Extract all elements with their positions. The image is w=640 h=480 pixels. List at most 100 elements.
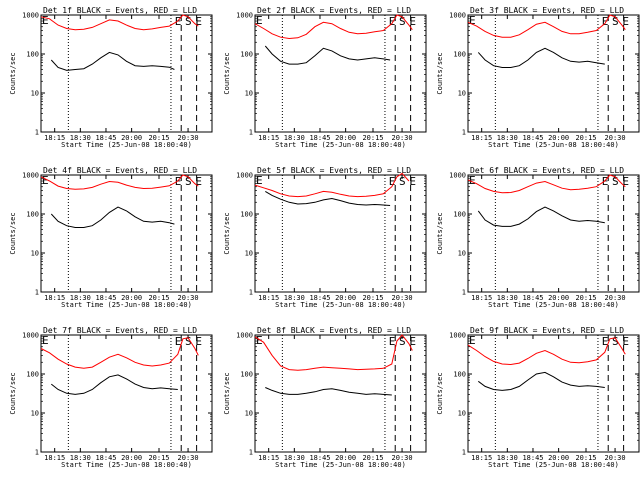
plot-frame xyxy=(40,14,213,133)
panel-title: Det 6f BLACK = Events, RED = LLD xyxy=(470,166,624,175)
x-tick-label: 20:00 xyxy=(335,454,356,462)
marker-label: E xyxy=(602,175,609,188)
marker-label: E xyxy=(195,175,202,188)
panel-8: Det 8f BLACK = Events, RED = LLD 1 10 100 10… xyxy=(223,326,427,469)
plot-frame xyxy=(467,14,640,133)
panel-title: Det 2f BLACK = Events, RED = LLD xyxy=(257,6,411,15)
panel-9: Det 9f BLACK = Events, RED = LLD 1 10 100 10… xyxy=(436,326,640,469)
y-tick-label: 1 xyxy=(462,449,466,457)
marker-label-left: E xyxy=(469,174,476,187)
y-tick-label: 10 xyxy=(458,90,466,98)
x-tick-label: 18:15 xyxy=(44,294,65,302)
x-tick-label: 20:00 xyxy=(335,134,356,142)
lld-series-line xyxy=(467,174,626,194)
x-tick-label: 20:30 xyxy=(178,294,199,302)
x-tick-label: 20:30 xyxy=(392,454,413,462)
events-series-line xyxy=(264,45,391,65)
x-axis-label: Start Time (25-Jun-08 18:00:40) xyxy=(275,141,406,149)
x-tick-label: 18:15 xyxy=(471,454,492,462)
marker-label: E xyxy=(622,335,629,348)
marker-label: E xyxy=(175,175,182,188)
panel-title: Det 4f BLACK = Events, RED = LLD xyxy=(43,166,197,175)
panel-5: Det 5f BLACK = Events, RED = LLD 1 10 100 10… xyxy=(223,166,427,309)
x-tick-label: 20:30 xyxy=(605,454,626,462)
y-tick-label: 1000 xyxy=(449,332,466,340)
x-tick-label: 18:30 xyxy=(70,454,91,462)
x-tick-label: 18:45 xyxy=(309,454,330,462)
marker-label: E xyxy=(622,15,629,28)
x-tick-label: 18:30 xyxy=(497,454,518,462)
marker-label: S xyxy=(612,335,619,348)
y-tick-label: 1 xyxy=(35,129,39,137)
x-tick-label: 18:15 xyxy=(258,294,279,302)
marker-label: E xyxy=(602,335,609,348)
plot-frame xyxy=(40,334,213,453)
y-tick-label: 100 xyxy=(26,371,39,379)
events-series-line xyxy=(477,47,605,68)
panel-7: Det 7f BLACK = Events, RED = LLD 1 10 100 10… xyxy=(9,326,213,469)
marker-label-left: E xyxy=(469,334,476,347)
panel-2: Det 2f BLACK = Events, RED = LLD 1 10 100 10… xyxy=(223,6,427,149)
x-tick-label: 18:45 xyxy=(95,454,116,462)
y-tick-label: 10 xyxy=(458,250,466,258)
y-tick-label: 10 xyxy=(245,250,253,258)
lld-series-line xyxy=(254,14,413,40)
panel-3: Det 3f BLACK = Events, RED = LLD 1 10 100 10… xyxy=(436,6,640,149)
x-tick-label: 18:30 xyxy=(70,294,91,302)
events-series-line xyxy=(265,387,392,396)
marker-label: S xyxy=(612,175,619,188)
x-tick-label: 20:00 xyxy=(121,134,142,142)
x-axis-label: Start Time (25-Jun-08 18:00:40) xyxy=(61,461,192,469)
y-axis-label: Counts/sec xyxy=(436,212,444,254)
marker-label: E xyxy=(389,335,396,348)
y-axis-label: Counts/sec xyxy=(9,372,17,414)
y-tick-label: 10 xyxy=(458,410,466,418)
marker-label: E xyxy=(602,15,609,28)
x-axis-label: Start Time (25-Jun-08 18:00:40) xyxy=(488,461,619,469)
x-tick-label: 18:45 xyxy=(522,294,543,302)
lld-series-line xyxy=(40,337,199,369)
y-tick-label: 1000 xyxy=(22,12,39,20)
y-tick-label: 100 xyxy=(453,371,466,379)
y-tick-label: 1000 xyxy=(449,172,466,180)
x-tick-label: 20:30 xyxy=(392,294,413,302)
y-tick-label: 1 xyxy=(249,289,253,297)
x-tick-label: 18:15 xyxy=(44,454,65,462)
y-axis-label: Counts/sec xyxy=(223,372,231,414)
x-tick-label: 18:30 xyxy=(284,294,305,302)
x-axis-label: Start Time (25-Jun-08 18:00:40) xyxy=(488,141,619,149)
marker-label: E xyxy=(195,15,202,28)
marker-label: S xyxy=(612,15,619,28)
x-tick-label: 20:15 xyxy=(362,294,383,302)
x-tick-label: 18:15 xyxy=(471,134,492,142)
x-tick-label: 20:30 xyxy=(178,454,199,462)
x-tick-label: 20:00 xyxy=(335,294,356,302)
x-tick-label: 20:15 xyxy=(148,134,169,142)
panel-1: Det 1f BLACK = Events, RED = LLD 1 10 100 10… xyxy=(9,6,213,149)
y-tick-label: 1000 xyxy=(236,172,253,180)
x-axis-label: Start Time (25-Jun-08 18:00:40) xyxy=(275,461,406,469)
y-tick-label: 1 xyxy=(462,129,466,137)
x-tick-label: 20:30 xyxy=(605,294,626,302)
marker-label: E xyxy=(389,175,396,188)
y-tick-label: 1 xyxy=(35,289,39,297)
x-tick-label: 18:30 xyxy=(284,454,305,462)
x-tick-label: 20:00 xyxy=(548,454,569,462)
events-series-line xyxy=(265,190,391,206)
x-tick-label: 20:30 xyxy=(605,134,626,142)
events-series-line xyxy=(477,371,605,391)
y-tick-label: 1000 xyxy=(449,12,466,20)
y-tick-label: 100 xyxy=(240,211,253,219)
marker-label: E xyxy=(389,15,396,28)
events-series-line xyxy=(50,206,175,228)
x-tick-label: 20:15 xyxy=(362,134,383,142)
y-tick-label: 1000 xyxy=(236,332,253,340)
lld-series-line xyxy=(40,174,199,190)
marker-label: E xyxy=(175,335,182,348)
x-tick-label: 18:15 xyxy=(471,294,492,302)
x-tick-label: 20:30 xyxy=(178,134,199,142)
y-tick-label: 10 xyxy=(245,410,253,418)
marker-label-left: E xyxy=(42,174,49,187)
events-series-line xyxy=(50,374,178,395)
x-tick-label: 18:45 xyxy=(95,294,116,302)
